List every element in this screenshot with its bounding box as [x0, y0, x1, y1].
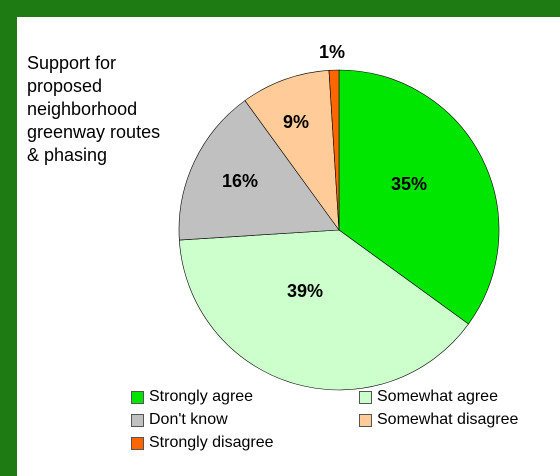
legend-label: Somewhat agree — [377, 388, 498, 405]
slice-label: 9% — [283, 112, 309, 132]
legend-item: Strongly agree — [131, 388, 253, 406]
pie-slice-don-t-know — [178, 100, 340, 241]
legend-item: Somewhat disagree — [359, 411, 518, 429]
legend-item: Strongly disagree — [131, 434, 274, 452]
pie-slice-strongly-disagree — [328, 69, 340, 231]
legend-label: Strongly disagree — [149, 434, 274, 451]
legend-swatch — [131, 390, 144, 404]
slice-label: 35% — [391, 174, 427, 194]
legend-label: Don't know — [149, 411, 228, 428]
pie-slice-somewhat-agree — [178, 229, 469, 391]
slice-label: 39% — [287, 281, 323, 301]
legend-swatch — [359, 390, 372, 404]
pie-slice-strongly-agree — [338, 69, 500, 325]
legend-swatch — [131, 436, 144, 450]
legend-label: Somewhat disagree — [377, 411, 519, 428]
legend-swatch — [359, 413, 372, 427]
legend-item: Don't know — [131, 411, 228, 429]
slice-label: 1% — [319, 42, 345, 62]
pie-slice-somewhat-disagree — [244, 69, 340, 232]
legend-label: Strongly agree — [149, 388, 254, 405]
legend-item: Somewhat agree — [359, 388, 498, 406]
legend-swatch — [131, 413, 144, 427]
chart-title: Support for proposed neighborhood greenw… — [27, 53, 161, 165]
slice-label: 16% — [222, 171, 258, 191]
